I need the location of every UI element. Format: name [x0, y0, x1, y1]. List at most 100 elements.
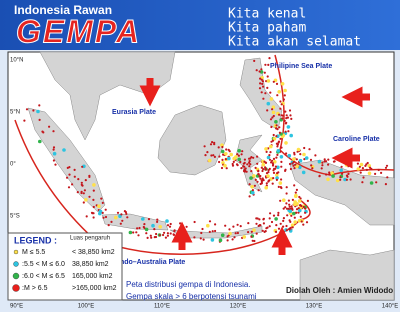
- earthquake-dot: [156, 220, 159, 223]
- sumatra: [27, 107, 106, 213]
- earthquake-dot: [145, 232, 148, 235]
- earthquake-dot: [259, 70, 264, 74]
- earthquake-dot: [193, 220, 196, 224]
- earthquake-dot: [256, 162, 259, 165]
- legend-magnitude: :5.5 < M ≤ 6.0: [22, 261, 65, 268]
- earthquake-dot: [297, 207, 300, 210]
- caption: Peta distribusi gempa di Indonesia. Gemp…: [126, 280, 393, 301]
- earthquake-dot: [276, 165, 280, 170]
- earthquake-dot: [220, 233, 225, 237]
- earthquake-dot: [274, 167, 277, 170]
- earthquake-dot: [279, 155, 284, 159]
- earthquake-dot: [100, 197, 103, 200]
- earthquake-dot: [213, 143, 216, 146]
- earthquake-dot: [359, 171, 362, 174]
- earthquake-dot: [52, 146, 56, 149]
- earthquake-dot: [285, 114, 288, 117]
- earthquake-dot: [265, 182, 268, 185]
- lon-label: 110°E: [154, 304, 170, 310]
- earthquake-dot: [225, 148, 228, 151]
- earthquake-dot: [210, 238, 215, 242]
- earthquake-dot: [276, 128, 279, 131]
- earthquake-dot: [375, 181, 378, 184]
- earthquake-dot: [291, 208, 294, 211]
- earthquake-dot: [52, 130, 55, 133]
- earthquake-dot: [339, 178, 342, 181]
- earthquake-dot: [259, 77, 262, 80]
- earthquake-dot: [81, 165, 84, 168]
- earthquake-dot: [298, 158, 303, 163]
- earthquake-dot: [298, 208, 302, 213]
- earthquake-dot: [268, 158, 272, 161]
- earthquake-dot: [339, 168, 344, 173]
- earthquake-dot: [227, 156, 231, 161]
- earthquake-dot: [224, 158, 227, 161]
- earthquake-dot: [136, 227, 139, 230]
- earthquake-dot: [364, 164, 367, 167]
- lon-label: 120°E: [230, 304, 246, 310]
- earthquake-dot: [302, 152, 306, 157]
- legend-title: LEGEND :: [14, 235, 57, 245]
- earthquake-dot: [258, 218, 261, 221]
- banner: [0, 0, 400, 50]
- lon-label: 90°E: [10, 304, 23, 310]
- earthquake-dot: [268, 154, 271, 157]
- earthquake-dot: [272, 163, 275, 166]
- earthquake-dot: [298, 195, 301, 199]
- earthquake-dot: [324, 160, 328, 163]
- earthquake-dot: [304, 211, 307, 214]
- earthquake-dot: [214, 229, 217, 233]
- earthquake-dot: [271, 116, 274, 119]
- earthquake-dot: [255, 222, 258, 225]
- earthquake-dot: [218, 238, 223, 242]
- earthquake-dot: [343, 177, 347, 182]
- earthquake-dot: [227, 148, 230, 151]
- legend-box: [7, 232, 123, 301]
- earthquake-dot: [276, 149, 281, 153]
- earthquake-dot: [181, 229, 184, 232]
- earthquake-dot: [243, 165, 246, 168]
- slogan: Kita akan selamat: [228, 35, 361, 50]
- earthquake-dot: [220, 166, 224, 170]
- earthquake-dot: [155, 232, 158, 236]
- earthquake-dot: [173, 229, 176, 232]
- earthquake-dot: [275, 176, 279, 180]
- earthquake-dot: [232, 160, 235, 163]
- earthquake-dot: [295, 158, 298, 161]
- earthquake-dot: [277, 90, 282, 94]
- plate-boundaries: [14, 54, 395, 255]
- earthquake-dot: [212, 154, 215, 157]
- earthquake-dot: [297, 199, 302, 203]
- earthquake-dot: [48, 125, 51, 128]
- earthquake-dot: [256, 180, 259, 183]
- earthquake-dot: [278, 113, 281, 116]
- earthquake-dot: [66, 176, 69, 179]
- earthquake-dot: [248, 183, 251, 186]
- earthquake-dot: [250, 185, 254, 189]
- borneo: [157, 104, 227, 176]
- earthquake-dot: [259, 177, 262, 180]
- earthquake-dot: [54, 163, 57, 166]
- earthquake-dot: [285, 202, 288, 205]
- earthquake-dot: [256, 155, 259, 158]
- earthquake-dot: [286, 125, 291, 129]
- earthquake-dot: [287, 207, 290, 210]
- earthquake-dot: [228, 228, 231, 231]
- earthquake-dot: [174, 236, 178, 240]
- legend-symbol: [13, 249, 19, 255]
- earthquake-dot: [369, 181, 374, 185]
- earthquake-dot: [306, 199, 309, 202]
- earthquake-dot: [308, 148, 311, 151]
- earthquake-dot: [260, 181, 263, 184]
- earthquake-dot: [232, 225, 235, 228]
- earthquake-dot: [25, 108, 29, 111]
- lat-label: 5°N: [10, 110, 20, 116]
- earthquake-dot: [264, 147, 268, 151]
- earthquake-dot: [291, 198, 294, 201]
- earthquake-dot: [284, 141, 288, 145]
- earthquake-dot: [302, 223, 305, 226]
- earthquake-dot: [255, 232, 258, 235]
- earthquake-dot: [250, 170, 253, 173]
- earthquake-dot: [281, 117, 284, 120]
- earthquake-dot: [203, 145, 206, 148]
